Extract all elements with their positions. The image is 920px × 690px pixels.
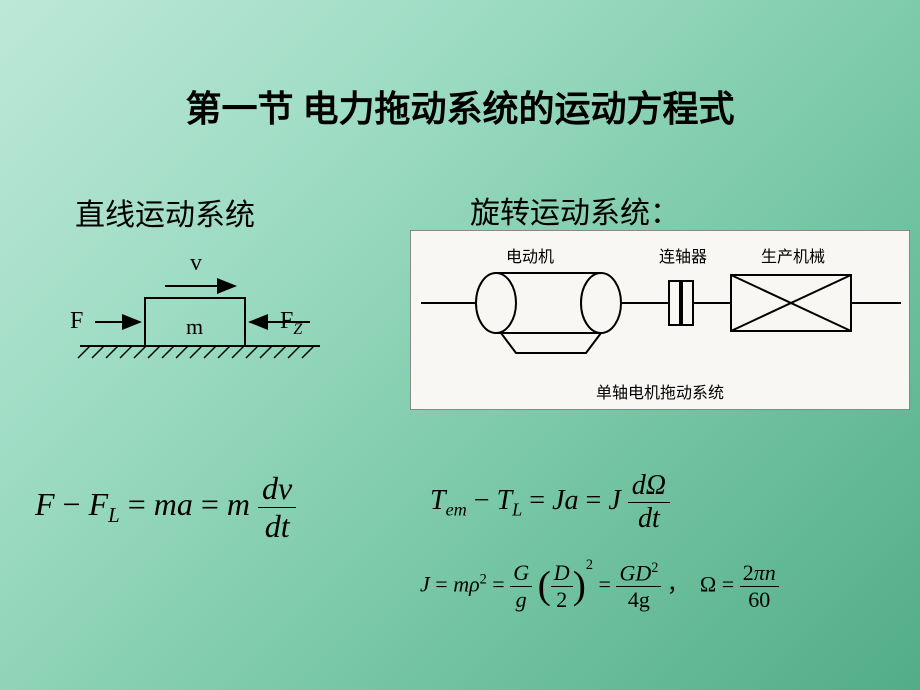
label-FZ: FZ xyxy=(280,308,302,339)
subtitle-linear: 直线运动系统 xyxy=(75,190,255,234)
label-motor: 电动机 xyxy=(506,243,554,267)
equation-rotational-main: Tem − TL = Ja = J dΩdt xyxy=(430,470,670,535)
rotational-motion-diagram: 电动机 连轴器 生产机械 单轴电机拖动系统 xyxy=(410,230,910,410)
label-v: v xyxy=(190,250,202,277)
equation-linear: F − FL = ma = m dvdt xyxy=(35,470,296,545)
label-F: F xyxy=(70,308,83,335)
linear-motion-diagram: v F FZ m xyxy=(60,250,340,380)
label-m: m xyxy=(186,314,203,340)
label-coupling: 连轴器 xyxy=(659,243,707,267)
label-machine: 生产机械 xyxy=(761,243,825,267)
label-caption: 单轴电机拖动系统 xyxy=(596,379,724,403)
equation-rotational-inertia: J = mρ2 = Gg (D2)2 = GD24g ， Ω = 2πn60 xyxy=(420,560,779,613)
slide-title: 第一节 电力拖动系统的运动方程式 xyxy=(0,0,920,132)
subtitle-rotational: 旋转运动系统： xyxy=(470,188,680,232)
